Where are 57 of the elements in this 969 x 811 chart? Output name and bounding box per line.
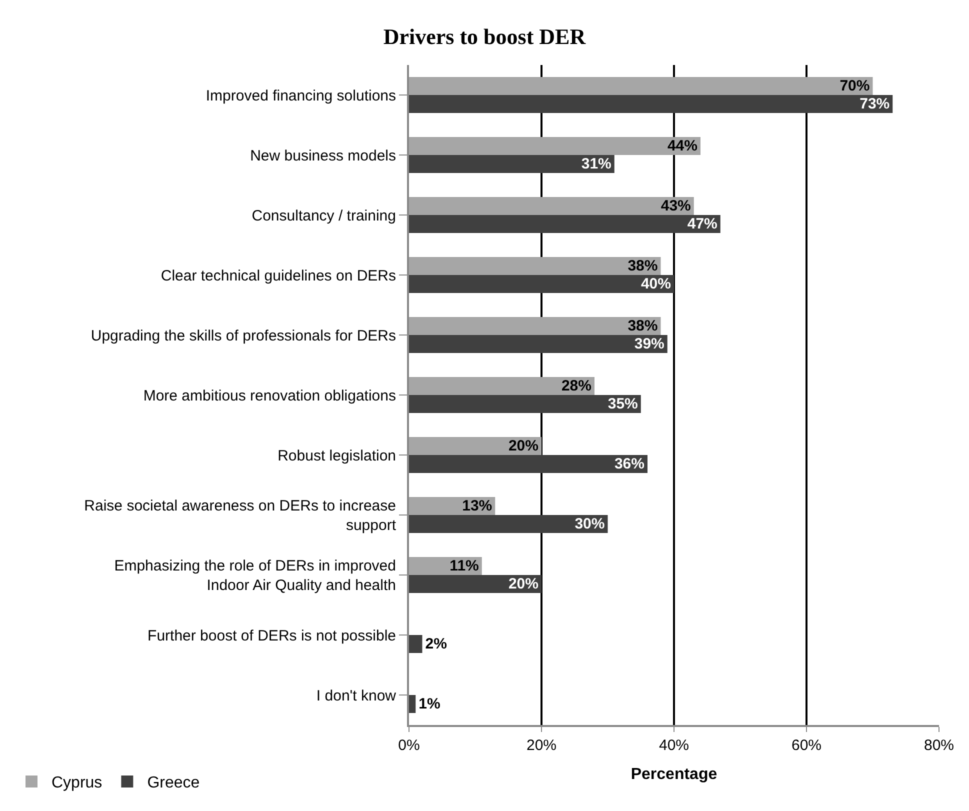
- x-tick-label: 80%: [924, 737, 954, 754]
- chart-title: Drivers to boost DER: [383, 24, 587, 49]
- x-tick-label: 0%: [398, 737, 420, 754]
- bar: [409, 335, 668, 353]
- data-label: 44%: [667, 138, 698, 154]
- bar: [409, 575, 542, 593]
- data-label: 73%: [860, 96, 890, 112]
- y-tick-label: Clear technical guidelines on DERs: [160, 267, 396, 284]
- y-tick-label: Raise societal awareness on DERs to increase support: [84, 498, 397, 534]
- y-tick-label: Consultancy / training: [252, 207, 396, 224]
- data-label: 20%: [508, 438, 538, 454]
- bar: [409, 437, 542, 455]
- data-label: 47%: [687, 216, 718, 232]
- bar: [409, 695, 416, 713]
- bar: [409, 137, 700, 155]
- data-label: 13%: [462, 498, 492, 514]
- x-tick-label: 40%: [658, 737, 690, 754]
- data-label: 11%: [450, 558, 479, 574]
- bar: [409, 395, 641, 413]
- y-tick-label: More ambitious renovation obligations: [143, 387, 396, 404]
- data-label: 40%: [640, 276, 671, 292]
- bar: [409, 455, 648, 473]
- bar: [409, 317, 661, 335]
- data-label: 38%: [628, 258, 658, 274]
- data-label: 2%: [425, 636, 447, 652]
- data-label: 35%: [608, 396, 638, 412]
- bar: [409, 635, 422, 653]
- data-label: 38%: [628, 318, 658, 334]
- bar: [409, 197, 694, 215]
- x-tick-label: 60%: [791, 737, 822, 754]
- y-tick-label: Improved financing solutions: [206, 87, 396, 104]
- bar: [409, 215, 720, 233]
- bar: [409, 377, 594, 395]
- data-label: 39%: [634, 336, 664, 352]
- bar: [409, 257, 661, 275]
- y-tick-label: Further boost of DERs is not possible: [148, 627, 396, 644]
- data-label: 20%: [508, 576, 538, 592]
- data-label: 1%: [418, 696, 440, 712]
- bar: [409, 155, 614, 173]
- x-tick-label: 20%: [526, 737, 557, 754]
- y-tick-label: I don't know: [316, 687, 396, 704]
- data-label: 31%: [581, 156, 612, 172]
- bar: [409, 77, 873, 95]
- x-axis-title: Percentage: [630, 766, 718, 784]
- data-label: 36%: [614, 456, 644, 472]
- y-tick-label: Robust legislation: [278, 447, 396, 464]
- y-tick-label: Emphasizing the role of DERs in improved Indoor Air Quality and health: [114, 558, 396, 594]
- data-label: 70%: [840, 78, 870, 94]
- data-label: 30%: [574, 516, 605, 532]
- bar: [409, 515, 608, 533]
- legend-label: Cyprus: [52, 774, 102, 792]
- y-tick-label: Upgrading the skills of professionals for DERs: [90, 327, 396, 344]
- bar: [409, 95, 893, 113]
- data-label: 43%: [660, 198, 691, 214]
- y-tick-label: New business models: [250, 147, 396, 164]
- bar: [409, 275, 674, 293]
- data-label: 28%: [561, 378, 592, 394]
